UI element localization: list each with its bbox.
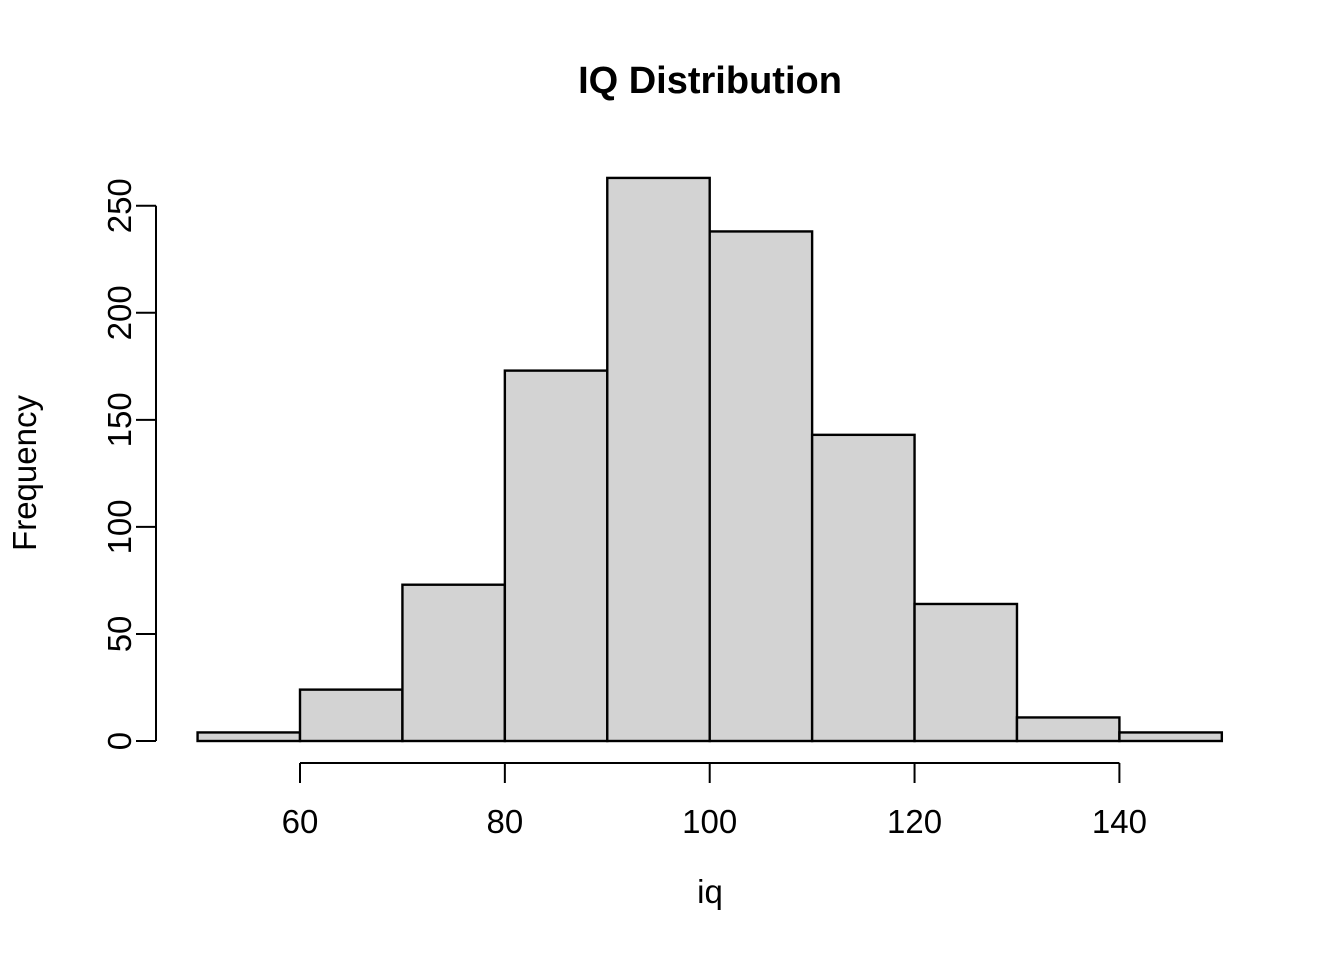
x-axis-title: iq: [697, 873, 723, 910]
y-axis-tick-label: 250: [101, 178, 138, 233]
histogram-bar: [196, 731, 302, 743]
y-axis-tick-label: 50: [101, 616, 138, 653]
x-axis-tick-label: 140: [1092, 803, 1147, 840]
y-axis-tick-label: 100: [101, 499, 138, 554]
histogram-bars: [196, 176, 1224, 743]
x-axis-tick-label: 120: [887, 803, 942, 840]
y-axis-tick-label: 200: [101, 285, 138, 340]
x-axis-tick-label: 80: [486, 803, 523, 840]
x-axis-tick-label: 60: [282, 803, 319, 840]
histogram-bar: [401, 583, 507, 743]
histogram-bar: [1015, 716, 1121, 743]
histogram-bar: [1118, 731, 1224, 743]
y-axis-tick-label: 0: [101, 732, 138, 750]
y-axis: 0 50 100 150 200 250: [101, 178, 157, 750]
histogram-bar: [708, 230, 814, 743]
x-axis-tick-label: 100: [682, 803, 737, 840]
chart-title: IQ Distribution: [578, 60, 842, 102]
y-axis-tick-label: 150: [101, 392, 138, 447]
histogram-bar: [503, 369, 609, 743]
y-axis-title: Frequency: [6, 395, 43, 551]
x-axis: 60 80 100 120 140: [282, 762, 1147, 840]
histogram-bar: [606, 176, 711, 743]
histogram-bar: [810, 433, 916, 743]
histogram-bar: [298, 688, 404, 743]
histogram-bar: [913, 602, 1019, 743]
